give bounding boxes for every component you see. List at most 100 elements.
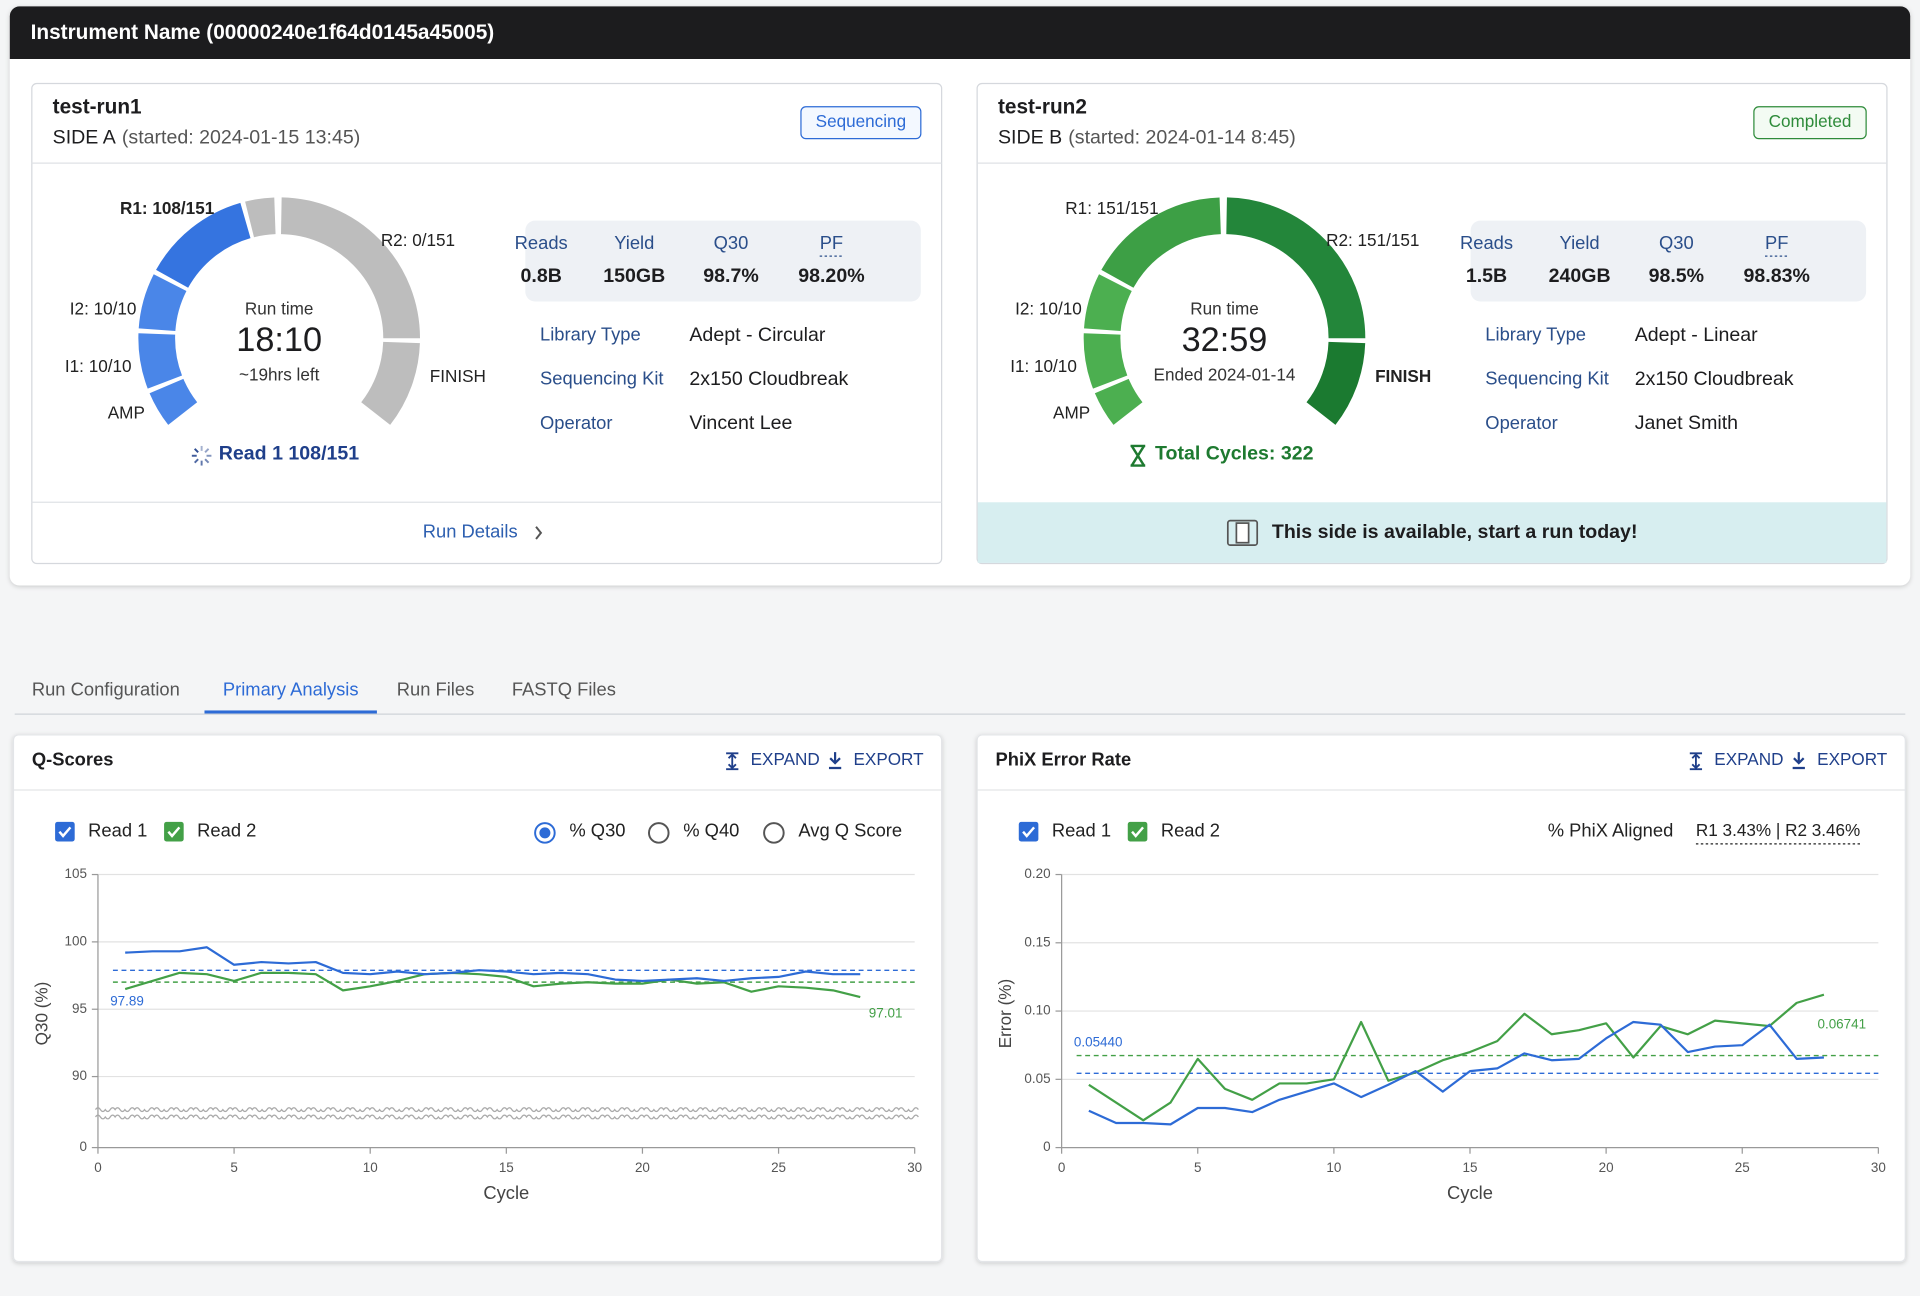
gauge-label: I1: 10/10 bbox=[1010, 356, 1077, 376]
tab[interactable]: Run Files bbox=[397, 679, 475, 700]
series-line bbox=[1088, 993, 1825, 1122]
x-tick-label: 5 bbox=[1194, 1160, 1201, 1175]
gauge-segment bbox=[1101, 197, 1222, 289]
x-tick-label: 20 bbox=[635, 1160, 650, 1175]
radio[interactable] bbox=[648, 822, 670, 844]
run-side: SIDE B (started: 2024-01-14 8:45) bbox=[998, 127, 1296, 149]
chart-action[interactable]: EXPAND bbox=[1714, 749, 1783, 769]
status-text: Sequencing bbox=[816, 111, 906, 131]
x-tick-label: 5 bbox=[230, 1160, 237, 1175]
x-tick-label: 20 bbox=[1599, 1160, 1614, 1175]
legend-label: Read 1 bbox=[1052, 820, 1111, 841]
metric-label: Yield bbox=[1560, 232, 1600, 253]
progress: Total Cycles: 322 bbox=[1155, 443, 1314, 465]
y-tick-label: 0 bbox=[1043, 1139, 1050, 1154]
expand-icon bbox=[726, 752, 739, 771]
y-axis-label: Error (%) bbox=[995, 979, 1015, 1048]
gauge-segment bbox=[1306, 341, 1366, 425]
y-tick-label: 95 bbox=[72, 1001, 87, 1016]
detail-value: Vincent Lee bbox=[689, 412, 792, 434]
reference-label: 0.05440 bbox=[1074, 1034, 1123, 1049]
banner-text: This side is available, start a run toda… bbox=[1272, 521, 1638, 543]
x-tick-label: 25 bbox=[771, 1160, 786, 1175]
legend-checkbox[interactable] bbox=[1127, 821, 1148, 842]
gauge-segment bbox=[245, 197, 277, 238]
metric-value: 240GB bbox=[1549, 265, 1611, 287]
chart-title: Q-Scores bbox=[32, 748, 114, 769]
tab[interactable]: FASTQ Files bbox=[512, 679, 616, 700]
series-line bbox=[1088, 1020, 1824, 1126]
metric-value: 98.83% bbox=[1744, 265, 1810, 287]
x-tick-label: 0 bbox=[94, 1160, 101, 1175]
gauge-segment bbox=[138, 333, 183, 389]
radio[interactable] bbox=[763, 822, 785, 844]
x-axis-label: Cycle bbox=[483, 1182, 529, 1203]
metrics-box bbox=[1470, 220, 1867, 302]
x-axis-label: Cycle bbox=[1447, 1182, 1493, 1203]
x-tick-label: 10 bbox=[1326, 1160, 1341, 1175]
expand-icon bbox=[1689, 752, 1703, 771]
detail-label: Sequencing Kit bbox=[540, 368, 664, 389]
gauge-title: Run time bbox=[245, 299, 314, 319]
spinner-icon bbox=[194, 458, 199, 464]
metrics-box bbox=[525, 220, 921, 302]
x-tick-label: 15 bbox=[1463, 1160, 1478, 1175]
x-tick-label: 0 bbox=[1058, 1160, 1065, 1175]
gauge-segment bbox=[1084, 274, 1133, 332]
gauge-segment bbox=[1225, 197, 1366, 339]
metric-label: Reads bbox=[1460, 232, 1513, 253]
run-time: 18:10 bbox=[236, 321, 322, 359]
gauge-note: Ended 2024-01-14 bbox=[1154, 365, 1296, 385]
radio-label: % Q40 bbox=[683, 820, 739, 841]
gauge-note: ~19hrs left bbox=[239, 365, 320, 385]
export-icon bbox=[1792, 752, 1805, 770]
metric-value: 98.7% bbox=[703, 265, 759, 287]
radio-label: % Q30 bbox=[569, 820, 625, 841]
progress: Read 1 108/151 bbox=[219, 443, 360, 465]
check-icon bbox=[1022, 826, 1036, 838]
export-icon bbox=[828, 752, 842, 770]
legend-checkbox[interactable] bbox=[1018, 821, 1039, 842]
legend-checkbox[interactable] bbox=[164, 821, 184, 842]
spinner-icon bbox=[204, 458, 210, 464]
detail-label: Operator bbox=[1485, 412, 1557, 433]
chart-action[interactable]: EXPAND bbox=[751, 749, 820, 769]
axis-break bbox=[95, 1107, 919, 1113]
detail-value: Adept - Linear bbox=[1635, 324, 1758, 346]
y-tick-label: 90 bbox=[72, 1068, 87, 1083]
side-label: SIDE B bbox=[998, 127, 1062, 149]
y-tick-label: 100 bbox=[64, 933, 86, 948]
gauge-segment bbox=[360, 341, 420, 425]
chart-action[interactable]: EXPORT bbox=[1817, 749, 1888, 769]
reference-label: 0.06741 bbox=[1817, 1017, 1866, 1032]
radio-label: Avg Q Score bbox=[798, 820, 902, 841]
gauge-label: R2: 0/151 bbox=[381, 230, 455, 250]
detail-label: Sequencing Kit bbox=[1485, 368, 1609, 389]
chart-action[interactable]: EXPORT bbox=[853, 749, 924, 769]
metric-value: 0.8B bbox=[521, 265, 562, 287]
metric-label: PF bbox=[820, 232, 843, 253]
detail-value: 2x150 Cloudbreak bbox=[1635, 368, 1794, 390]
detail-label: Operator bbox=[540, 412, 612, 433]
tab[interactable]: Run Configuration bbox=[32, 679, 180, 700]
y-tick-label: 0.20 bbox=[1024, 866, 1050, 881]
gauge-segment bbox=[149, 378, 198, 425]
reference-label: 97.89 bbox=[110, 994, 144, 1009]
y-tick-label: 0 bbox=[79, 1139, 86, 1154]
spinner-icon bbox=[194, 448, 199, 453]
run-details-link[interactable]: Run Details bbox=[423, 521, 518, 542]
metric-label: Yield bbox=[614, 232, 654, 253]
x-tick-label: 15 bbox=[499, 1160, 514, 1175]
legend-checkbox[interactable] bbox=[55, 821, 75, 842]
gauge-label: AMP bbox=[1053, 403, 1090, 423]
tab[interactable]: Primary Analysis bbox=[223, 679, 359, 700]
status-badge bbox=[800, 106, 922, 140]
metric-value: 1.5B bbox=[1466, 265, 1507, 287]
gauge-label: R2: 151/151 bbox=[1326, 230, 1419, 250]
chart-panel bbox=[976, 734, 1906, 1263]
device-icon bbox=[1235, 522, 1250, 544]
radio-dot bbox=[539, 827, 551, 839]
metric-label: Q30 bbox=[714, 232, 749, 253]
